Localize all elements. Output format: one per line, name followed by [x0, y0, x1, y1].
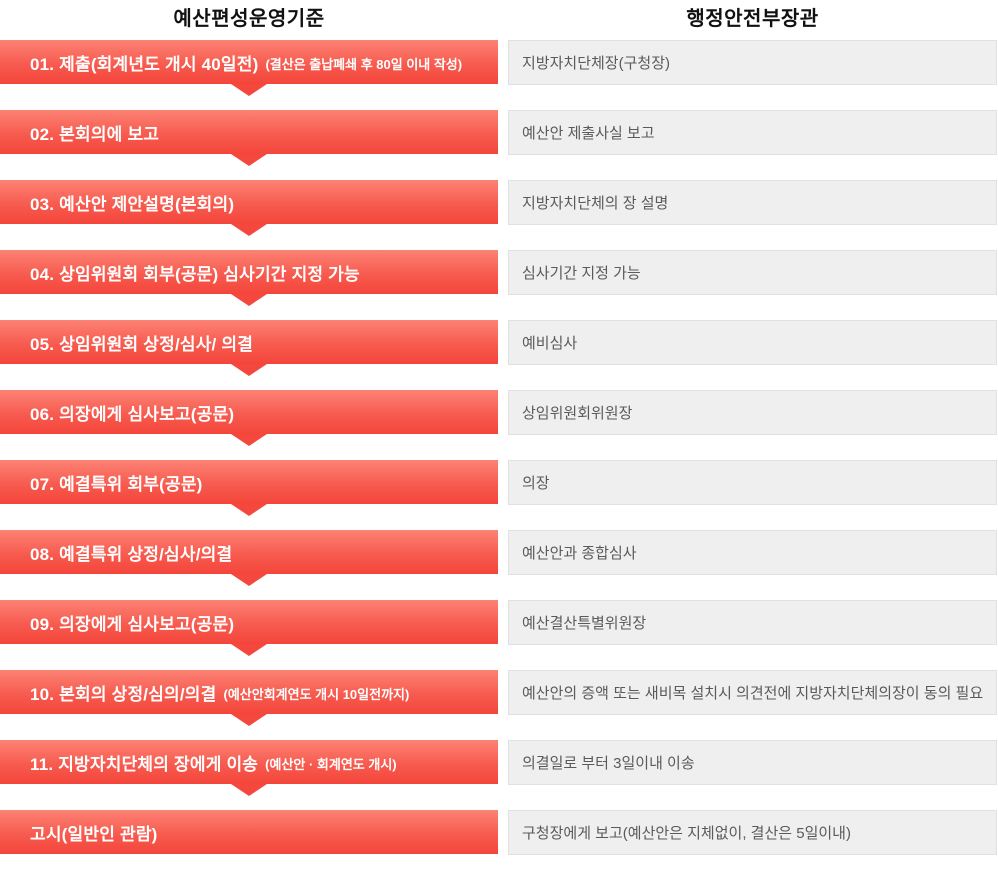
detail-text: 예산결산특별위원장: [522, 615, 647, 632]
column-headers: 예산편성운영기준 행정안전부장관: [0, 0, 998, 40]
detail-box: 예산안 제출사실 보고: [508, 110, 997, 155]
arrow-down-icon: [231, 784, 267, 796]
step-banner: 05. 상임위원회 상정/심사/ 의결: [0, 320, 498, 364]
detail-text: 예비심사: [522, 335, 578, 352]
step-label: 05. 상임위원회 상정/심사/ 의결: [30, 334, 254, 354]
detail-box: 상임위원회위원장: [508, 390, 997, 435]
step-banner: 07. 예결특위 회부(공문): [0, 460, 498, 504]
arrow-down-icon: [231, 504, 267, 516]
step-banner: 06. 의장에게 심사보고(공문): [0, 390, 498, 434]
right-column-header: 행정안전부장관: [686, 8, 819, 30]
arrow-down-icon: [231, 714, 267, 726]
process-row: 04. 상임위원회 회부(공문) 심사기간 지정 가능 심사기간 지정 가능: [0, 250, 998, 320]
process-row: 09. 의장에게 심사보고(공문) 예산결산특별위원장: [0, 600, 998, 670]
process-row: 11. 지방자치단체의 장에게 이송 (예산안 · 회계연도 개시) 의결일로 …: [0, 740, 998, 810]
arrow-down-icon: [231, 224, 267, 236]
detail-box: 심사기간 지정 가능: [508, 250, 997, 295]
detail-text: 심사기간 지정 가능: [522, 265, 641, 282]
step-label: 07. 예결특위 회부(공문): [30, 474, 203, 494]
detail-box: 예산결산특별위원장: [508, 600, 997, 645]
process-row: 01. 제출(회계년도 개시 40일전) (결산은 출납폐쇄 후 80일 이내 …: [0, 40, 998, 110]
step-banner: 고시(일반인 관람): [0, 810, 498, 854]
step-banner: 09. 의장에게 심사보고(공문): [0, 600, 498, 644]
detail-text: 의장: [522, 475, 550, 492]
detail-text: 지방자치단체의 장 설명: [522, 195, 669, 212]
process-rows: 01. 제출(회계년도 개시 40일전) (결산은 출납폐쇄 후 80일 이내 …: [0, 40, 998, 880]
arrow-down-icon: [231, 84, 267, 96]
detail-text: 예산안의 증액 또는 새비목 설치시 의견전에 지방자치단체의장이 동의 필요: [522, 685, 984, 702]
step-note: (예산안 · 회계연도 개시): [265, 756, 397, 772]
arrow-down-icon: [231, 294, 267, 306]
arrow-down-icon: [231, 574, 267, 586]
detail-text: 예산안 제출사실 보고: [522, 125, 655, 142]
detail-text: 지방자치단체장(구청장): [522, 55, 670, 72]
process-row: 02. 본회의에 보고 예산안 제출사실 보고: [0, 110, 998, 180]
step-banner: 11. 지방자치단체의 장에게 이송 (예산안 · 회계연도 개시): [0, 740, 498, 784]
detail-text: 상임위원회위원장: [522, 405, 633, 422]
process-row: 08. 예결특위 상정/심사/의결 예산안과 종합심사: [0, 530, 998, 600]
arrow-down-icon: [231, 364, 267, 376]
detail-box: 의장: [508, 460, 997, 505]
left-column-header: 예산편성운영기준: [173, 8, 325, 30]
arrow-down-icon: [231, 434, 267, 446]
detail-text: 의결일로 부터 3일이내 이송: [522, 755, 695, 772]
step-label: 09. 의장에게 심사보고(공문): [30, 614, 235, 634]
process-row: 06. 의장에게 심사보고(공문) 상임위원회위원장: [0, 390, 998, 460]
step-banner: 08. 예결특위 상정/심사/의결: [0, 530, 498, 574]
process-row: 05. 상임위원회 상정/심사/ 의결 예비심사: [0, 320, 998, 390]
step-banner: 10. 본회의 상정/심의/의결 (예산안회계연도 개시 10일전까지): [0, 670, 498, 714]
step-banner: 03. 예산안 제안설명(본회의): [0, 180, 498, 224]
step-banner: 02. 본회의에 보고: [0, 110, 498, 154]
detail-box: 예산안의 증액 또는 새비목 설치시 의견전에 지방자치단체의장이 동의 필요: [508, 670, 997, 715]
detail-box: 지방자치단체장(구청장): [508, 40, 997, 85]
detail-box: 의결일로 부터 3일이내 이송: [508, 740, 997, 785]
step-label: 11. 지방자치단체의 장에게 이송: [30, 754, 259, 774]
detail-text: 예산안과 종합심사: [522, 545, 637, 562]
process-row: 고시(일반인 관람) 구청장에게 보고(예산안은 지체없이, 결산은 5일이내): [0, 810, 998, 880]
step-label: 06. 의장에게 심사보고(공문): [30, 404, 235, 424]
detail-box: 예산안과 종합심사: [508, 530, 997, 575]
step-note: (예산안회계연도 개시 10일전까지): [223, 686, 410, 702]
step-label: 02. 본회의에 보고: [30, 124, 160, 144]
process-row: 03. 예산안 제안설명(본회의) 지방자치단체의 장 설명: [0, 180, 998, 250]
arrow-down-icon: [231, 154, 267, 166]
step-label: 04. 상임위원회 회부(공문) 심사기간 지정 가능: [30, 264, 360, 284]
step-note: (결산은 출납폐쇄 후 80일 이내 작성): [265, 56, 463, 72]
step-label: 01. 제출(회계년도 개시 40일전): [30, 54, 259, 74]
step-label: 고시(일반인 관람): [30, 824, 158, 844]
step-label: 03. 예산안 제안설명(본회의): [30, 194, 235, 214]
step-banner: 04. 상임위원회 회부(공문) 심사기간 지정 가능: [0, 250, 498, 294]
detail-box: 예비심사: [508, 320, 997, 365]
arrow-down-icon: [231, 644, 267, 656]
step-label: 08. 예결특위 상정/심사/의결: [30, 544, 233, 564]
detail-box: 지방자치단체의 장 설명: [508, 180, 997, 225]
detail-text: 구청장에게 보고(예산안은 지체없이, 결산은 5일이내): [522, 825, 851, 842]
process-row: 10. 본회의 상정/심의/의결 (예산안회계연도 개시 10일전까지) 예산안…: [0, 670, 998, 740]
detail-box: 구청장에게 보고(예산안은 지체없이, 결산은 5일이내): [508, 810, 997, 855]
step-banner: 01. 제출(회계년도 개시 40일전) (결산은 출납폐쇄 후 80일 이내 …: [0, 40, 498, 84]
step-label: 10. 본회의 상정/심의/의결: [30, 684, 217, 704]
process-row: 07. 예결특위 회부(공문) 의장: [0, 460, 998, 530]
